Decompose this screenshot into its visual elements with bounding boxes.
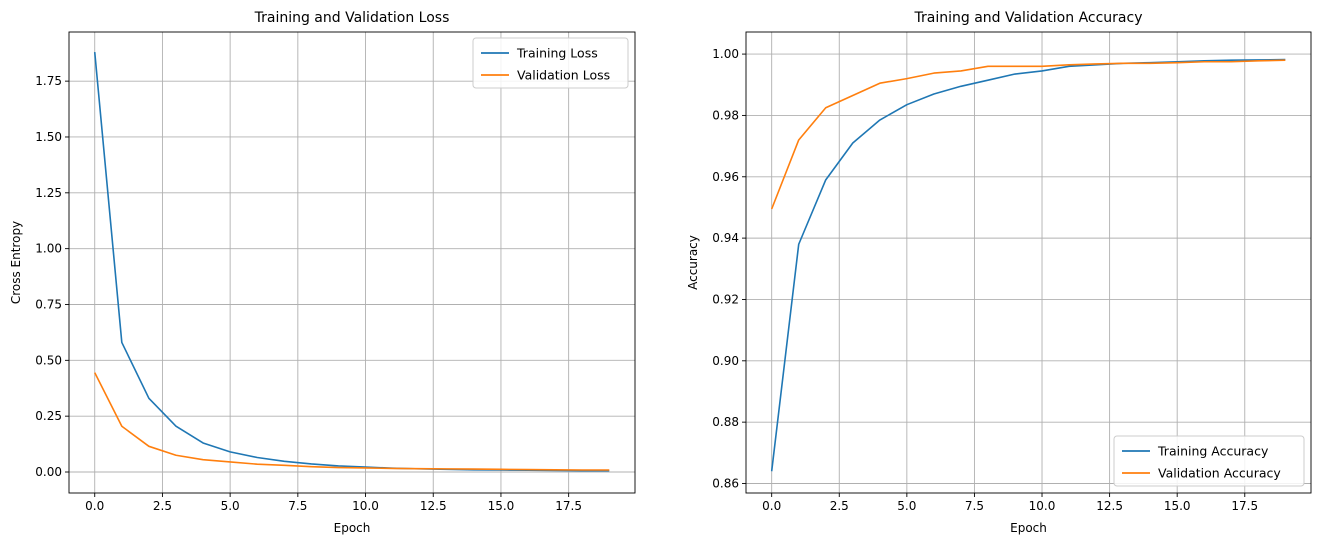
legend-label: Training Accuracy (1157, 444, 1269, 459)
y-tick-label: 1.50 (35, 130, 62, 144)
x-tick-label: 7.5 (288, 499, 307, 513)
y-tick-label: 0.00 (35, 465, 62, 479)
y-tick-label: 0.25 (35, 409, 62, 423)
legend-box (1113, 435, 1305, 487)
legend-box (472, 37, 629, 89)
x-tick-label: 10.0 (1029, 499, 1056, 513)
plot-frame (68, 31, 636, 494)
legend: Training Accuracy Validation Accuracy (1113, 435, 1305, 487)
x-tick-label: 10.0 (352, 499, 379, 513)
x-tick-label: 7.5 (965, 499, 984, 513)
y-tick-label: 0.75 (35, 297, 62, 311)
legend: Training Loss Validation Loss (472, 37, 629, 89)
y-tick-label: 0.98 (712, 108, 739, 122)
y-tick-label: 0.88 (712, 415, 739, 429)
x-tick-label: 2.5 (153, 499, 172, 513)
y-axis-label: Accuracy (686, 235, 700, 290)
x-tick-label: 2.5 (830, 499, 849, 513)
y-tick-label: 1.25 (35, 186, 62, 200)
legend-label: Validation Accuracy (1158, 466, 1281, 481)
chart-title: Training and Validation Accuracy (914, 10, 1143, 26)
x-tick-label: 0.0 (85, 499, 104, 513)
x-tick-label: 17.5 (555, 499, 582, 513)
y-tick-label: 0.94 (712, 231, 739, 245)
y-tick-label: 1.00 (35, 242, 62, 256)
y-tick-label: 1.75 (35, 74, 62, 88)
series-line-validation-accuracy (770, 59, 1286, 210)
y-tick-label: 0.50 (35, 353, 62, 367)
chart-panel-1: 0.0 2.5 5.0 7.5 10.0 12.5 15.0 17.5 0.00 0.25 0.50… (9, 10, 636, 535)
x-axis-label: Epoch (334, 521, 371, 535)
series-line-training-loss (93, 52, 610, 472)
plot-frame (745, 31, 1312, 494)
x-tick-label: 5.0 (897, 499, 916, 513)
series-line-training-accuracy (770, 58, 1286, 472)
chart-panel-2: 0.0 2.5 5.0 7.5 10.0 12.5 15.0 17.5 0.86 0.88 0.90… (686, 10, 1312, 535)
y-tick-label: 0.86 (712, 476, 739, 490)
x-tick-label: 17.5 (1231, 499, 1258, 513)
legend-label: Validation Loss (517, 68, 610, 83)
x-tick-label: 12.5 (420, 499, 447, 513)
x-tick-label: 15.0 (1164, 499, 1191, 513)
y-tick-label: 0.90 (712, 354, 739, 368)
legend-label: Training Loss (516, 46, 598, 61)
y-tick-label: 1.00 (712, 47, 739, 61)
y-axis-label: Cross Entropy (9, 221, 23, 304)
y-tick-label: 0.92 (712, 292, 739, 306)
x-tick-label: 5.0 (221, 499, 240, 513)
y-tick-label: 0.96 (712, 170, 739, 184)
chart-title: Training and Validation Loss (254, 10, 450, 26)
x-tick-label: 12.5 (1096, 499, 1123, 513)
x-tick-label: 15.0 (488, 499, 515, 513)
x-axis-label: Epoch (1010, 521, 1047, 535)
x-tick-label: 0.0 (762, 499, 781, 513)
series-line-validation-loss (94, 372, 610, 471)
